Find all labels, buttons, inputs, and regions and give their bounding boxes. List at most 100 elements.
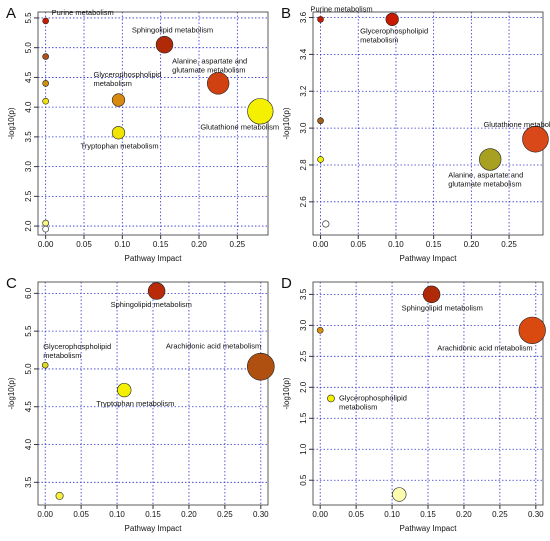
point-label: Sphingolipid metabolism xyxy=(402,303,483,312)
y-tick-label: 3.0 xyxy=(24,161,33,173)
y-tick-label: 2.6 xyxy=(299,196,308,208)
x-tick-label: 0.15 xyxy=(426,240,442,249)
point-label: Purine metabolism xyxy=(52,8,114,17)
panel: C 0.00 0.05 0.10 0.15 0.20 0.25 0.30 3.5 4.0 4.5 5.… xyxy=(6,275,275,533)
bubble xyxy=(42,225,49,233)
x-tick-label: 0.20 xyxy=(181,510,197,519)
bubble xyxy=(317,16,324,23)
y-axis-label: -log10(p) xyxy=(282,107,291,139)
panel: A 0.00 0.05 0.10 0.15 0.20 0.25 2.0 2.5 3.0 3.5 4.0… xyxy=(6,5,279,263)
x-tick-label: 0.10 xyxy=(109,510,125,519)
point-label: Glycerophospholipid xyxy=(339,393,407,402)
bubble xyxy=(42,17,49,25)
bubble xyxy=(42,80,49,87)
x-tick-label: 0.25 xyxy=(230,240,246,249)
x-axis-label: Pathway Impact xyxy=(400,254,458,263)
x-tick-label: 0.05 xyxy=(348,510,364,519)
x-tick-label: 0.20 xyxy=(456,510,472,519)
x-axis-label: Pathway Impact xyxy=(125,254,183,263)
bubble xyxy=(479,148,502,171)
x-tick-label: 0.15 xyxy=(145,510,161,519)
x-tick-label: 0.15 xyxy=(153,240,169,249)
bubble xyxy=(247,98,274,125)
y-tick-label: 5.5 xyxy=(24,12,33,24)
bubble xyxy=(316,327,324,334)
point-label: Purine metabolism xyxy=(311,4,373,13)
plot-frame xyxy=(37,11,269,236)
plot-frame xyxy=(312,11,544,236)
point-label: Alanine, aspartate and xyxy=(448,170,523,179)
x-tick-label: 0.00 xyxy=(312,510,328,519)
panel-label: D xyxy=(281,275,292,292)
x-tick-label: 0.10 xyxy=(384,510,400,519)
y-tick-label: 4.0 xyxy=(24,101,33,113)
point-label: Glutathione metabolism xyxy=(200,122,279,131)
point-label: metabolism xyxy=(43,351,81,360)
point-label: Sphingolipid metabolism xyxy=(111,300,192,309)
y-axis-label: -log10(p) xyxy=(7,377,16,409)
y-tick-label: 6.0 xyxy=(24,287,33,299)
x-tick-label: 0.05 xyxy=(76,240,92,249)
point-label: Glycerophospholipid xyxy=(43,342,111,351)
x-tick-label: 0.20 xyxy=(191,240,207,249)
y-tick-label: 2.0 xyxy=(299,381,308,393)
y-tick-label: 5.5 xyxy=(24,325,33,337)
bubble xyxy=(155,35,174,54)
y-tick-label: 2.8 xyxy=(299,159,308,171)
bubble xyxy=(42,53,49,60)
x-tick-label: 0.10 xyxy=(115,240,131,249)
bubble xyxy=(41,361,49,369)
bubble xyxy=(117,382,132,398)
y-tick-label: 3.6 xyxy=(299,11,308,23)
x-tick-label: 0.05 xyxy=(73,510,89,519)
y-tick-label: 3.5 xyxy=(24,131,33,143)
y-tick-label: 2.5 xyxy=(24,190,33,202)
x-tick-label: 0.30 xyxy=(253,510,269,519)
bubble xyxy=(322,220,330,228)
y-tick-label: 5.0 xyxy=(24,42,33,54)
plot-frame xyxy=(37,281,269,506)
x-tick-label: 0.15 xyxy=(420,510,436,519)
bubble xyxy=(111,126,126,140)
x-tick-label: 0.25 xyxy=(501,240,517,249)
point-label: metabolism xyxy=(339,402,377,411)
y-tick-label: 2.0 xyxy=(24,220,33,232)
y-tick-label: 4.5 xyxy=(24,71,33,83)
point-label: Glutathione metabolism xyxy=(483,120,550,129)
x-axis-label: Pathway Impact xyxy=(125,524,183,533)
y-tick-label: 1.5 xyxy=(299,412,308,424)
bubble xyxy=(317,156,324,163)
panel: B 0.00 0.05 0.10 0.15 0.20 0.25 2.6 2.8 3.0 3.2 3.4… xyxy=(281,4,550,263)
panel-label: B xyxy=(281,5,291,22)
point-label: metabolism xyxy=(94,79,132,88)
point-label: Tryptophan metabolism xyxy=(81,142,159,151)
y-tick-label: 1.0 xyxy=(299,443,308,455)
bubble xyxy=(111,93,126,107)
y-tick-label: 3.5 xyxy=(299,288,308,300)
bubble xyxy=(42,97,49,105)
y-tick-label: 5.0 xyxy=(24,363,33,375)
bubble xyxy=(327,394,335,403)
x-tick-label: 0.00 xyxy=(313,240,329,249)
panel: D 0.00 0.05 0.10 0.15 0.20 0.25 0.30 0.5 1.0 1.5 2.… xyxy=(281,275,546,533)
y-tick-label: 0.5 xyxy=(299,474,308,486)
point-label: Glycerophospholipid xyxy=(360,26,428,35)
bubble xyxy=(147,282,166,300)
x-tick-label: 0.00 xyxy=(38,240,54,249)
x-tick-label: 0.25 xyxy=(492,510,508,519)
y-tick-label: 3.0 xyxy=(299,319,308,331)
point-label: Tryptophan metabolism xyxy=(96,399,174,408)
panel-label: C xyxy=(6,275,17,292)
x-tick-label: 0.10 xyxy=(388,240,404,249)
bubble xyxy=(247,352,275,381)
x-tick-label: 0.30 xyxy=(528,510,544,519)
plot-frame xyxy=(312,281,544,506)
x-tick-label: 0.20 xyxy=(464,240,480,249)
bubble xyxy=(206,72,230,95)
x-tick-label: 0.00 xyxy=(37,510,53,519)
bubble xyxy=(422,285,441,304)
y-tick-label: 3.0 xyxy=(299,122,308,134)
panel-label: A xyxy=(6,5,16,22)
y-axis-label: -log10(p) xyxy=(7,107,16,139)
